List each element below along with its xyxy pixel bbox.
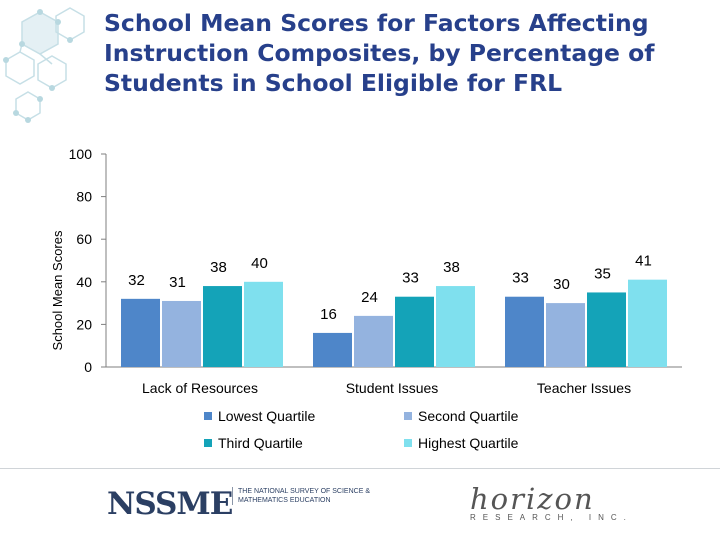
bar <box>244 281 283 367</box>
bar <box>628 279 667 367</box>
y-tick-label: 100 <box>69 146 93 162</box>
data-label: 32 <box>128 272 145 289</box>
data-label: 24 <box>361 289 378 306</box>
hexagon-pattern-decoration <box>3 7 85 123</box>
data-label: 16 <box>320 306 337 323</box>
data-label: 35 <box>594 265 611 282</box>
bar <box>505 296 544 367</box>
bar <box>162 300 201 367</box>
x-category-label: Student Issues <box>346 380 439 396</box>
y-tick-label: 0 <box>84 359 92 375</box>
legend-swatch <box>204 412 212 420</box>
bar <box>546 303 585 367</box>
nssme-logo: NSSME <box>107 486 233 522</box>
y-tick-label: 20 <box>76 316 92 332</box>
data-label: 33 <box>512 270 529 287</box>
x-category-label: Teacher Issues <box>537 380 631 396</box>
y-axis-title: School Mean Scores <box>50 230 65 350</box>
legend-label: Highest Quartile <box>418 435 519 451</box>
legend-label: Third Quartile <box>218 435 303 451</box>
bar-chart: 0 20 40 60 80 100 School Mean Scores 32 31 38 40 L… <box>50 146 682 451</box>
footer-divider <box>0 468 720 469</box>
nssme-tagline: The National Survey of Science & Mathema… <box>232 487 378 505</box>
data-label: 33 <box>402 270 419 287</box>
horizon-research-subtitle: RESEARCH, INC. <box>470 513 633 522</box>
data-label: 31 <box>169 274 186 291</box>
bar <box>395 296 434 367</box>
legend-swatch <box>404 439 412 447</box>
data-label: 41 <box>635 253 652 270</box>
y-tick-label: 40 <box>76 274 92 290</box>
chart-title: School Mean Scores for Factors Affecting… <box>104 9 655 97</box>
bar <box>354 315 393 367</box>
data-label: 38 <box>443 259 460 276</box>
data-label: 38 <box>210 259 227 276</box>
legend-swatch <box>404 412 412 420</box>
bar <box>313 332 352 367</box>
y-tick-label: 60 <box>76 231 92 247</box>
legend-label: Lowest Quartile <box>218 408 315 424</box>
bar <box>587 292 626 367</box>
horizon-research-logo: horizon <box>470 482 595 516</box>
bar <box>436 286 475 367</box>
legend-swatch <box>204 439 212 447</box>
legend-label: Second Quartile <box>418 408 519 424</box>
bar <box>203 286 242 367</box>
data-label: 30 <box>553 276 570 293</box>
data-label: 40 <box>251 255 268 272</box>
bar <box>121 298 160 367</box>
x-category-label: Lack of Resources <box>142 380 258 396</box>
y-tick-label: 80 <box>76 189 92 205</box>
